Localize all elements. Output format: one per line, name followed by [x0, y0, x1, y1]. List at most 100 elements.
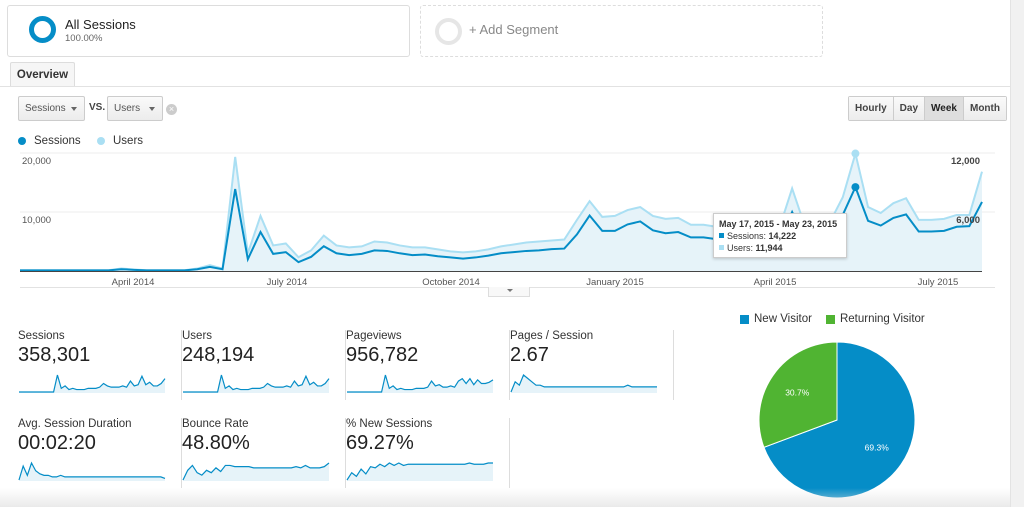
segment-all-sessions[interactable]: All Sessions 100.00% — [7, 5, 410, 57]
sparkline-line — [346, 462, 493, 481]
sparkline-area — [183, 375, 329, 393]
segment-percent: 100.00% — [65, 33, 103, 44]
metric--new-sessions[interactable]: % New Sessions 69.27% — [346, 418, 510, 488]
x-axis-tick: July 2014 — [267, 277, 308, 288]
chevron-down-icon — [71, 107, 77, 111]
caret-down-icon — [507, 289, 513, 292]
right-axis-tick: 12,000 — [951, 156, 980, 167]
legend-users-label: Users — [113, 135, 144, 147]
right-axis-tick: 6,000 — [956, 215, 980, 226]
legend-sessions[interactable]: Sessions — [18, 135, 81, 147]
x-axis-tick: April 2015 — [754, 277, 797, 288]
metric-avg-session-duration[interactable]: Avg. Session Duration 00:02:20 — [18, 418, 182, 488]
sparkline-area — [511, 375, 657, 393]
month-button[interactable]: Month — [963, 97, 1006, 120]
vs-label: VS. — [89, 102, 106, 113]
metric-label: % New Sessions — [346, 418, 433, 430]
sessions-square-icon — [719, 233, 724, 238]
collapse-chart-toggle[interactable] — [488, 287, 530, 297]
metric-label: Pages / Session — [510, 330, 594, 342]
users-square-icon — [719, 245, 724, 250]
legend-returning-visitor: Returning Visitor — [839, 313, 925, 325]
metric-value: 2.67 — [510, 344, 549, 366]
pie-slice-label: 69.3% — [865, 443, 890, 453]
sparkline — [183, 374, 330, 393]
sparkline-area — [347, 375, 493, 393]
metric-label: Sessions — [18, 330, 65, 342]
users-dot-icon — [97, 137, 105, 145]
sparkline-line — [182, 462, 330, 481]
scrollbar[interactable] — [1010, 0, 1024, 507]
sparkline-line — [19, 374, 166, 393]
metric-value: 358,301 — [18, 344, 91, 366]
day-button[interactable]: Day — [893, 97, 926, 120]
empty-segment-ring-icon — [435, 18, 462, 45]
pie-slice-label: 30.7% — [785, 387, 810, 397]
segment-ring-icon — [29, 16, 56, 43]
sparkline-area — [19, 463, 165, 481]
metric2-value: Users — [114, 103, 141, 114]
sparkline-area — [347, 463, 493, 481]
sparkline-line — [18, 461, 166, 481]
tooltip-sessions-label: Sessions: — [727, 231, 767, 241]
pie-slice-new-visitor[interactable] — [763, 341, 916, 499]
new-visitor-square-icon — [740, 314, 749, 324]
tooltip-sessions-value: 14,222 — [768, 231, 797, 241]
metric-label: Users — [182, 330, 213, 342]
sparkline — [510, 374, 657, 393]
remove-comparison-icon[interactable]: × — [166, 104, 177, 115]
chart-tooltip: May 17, 2015 - May 23, 2015 Sessions: 14… — [713, 213, 847, 258]
sparkline-line — [347, 374, 494, 393]
tooltip-users-value: 11,944 — [755, 243, 783, 253]
sparkline — [19, 374, 166, 393]
metric2-select[interactable]: Users — [107, 96, 163, 121]
metric-label: Pageviews — [346, 330, 402, 342]
add-segment-button[interactable]: + Add Segment — [420, 5, 823, 57]
tab-overview[interactable]: Overview — [10, 62, 75, 87]
sessions-dot-icon — [18, 137, 26, 145]
chevron-down-icon — [149, 107, 155, 111]
metric-pageviews[interactable]: Pageviews 956,782 — [346, 330, 510, 400]
returning-visitor-square-icon — [825, 314, 835, 324]
sparkline — [182, 462, 330, 481]
legend-users[interactable]: Users — [97, 135, 143, 147]
metric-sessions[interactable]: Sessions 358,301 — [18, 330, 182, 400]
left-axis-tick: 10,000 — [22, 215, 51, 226]
metric1-select[interactable]: Sessions — [18, 96, 85, 121]
sparkline — [18, 461, 166, 481]
metric1-value: Sessions — [25, 103, 66, 114]
users-highlight-point[interactable] — [851, 149, 860, 158]
tab-divider — [0, 86, 1010, 87]
pie-legend: New Visitor Returning Visitor — [740, 313, 925, 325]
bottom-fade — [0, 488, 1010, 507]
x-axis-tick: April 2014 — [112, 277, 155, 288]
sparkline-area — [19, 375, 165, 393]
segment-name: All Sessions — [65, 17, 136, 32]
add-segment-label: + Add Segment — [469, 22, 559, 37]
sparkline-line — [183, 374, 330, 393]
tooltip-title: May 17, 2015 - May 23, 2015 — [719, 219, 838, 229]
metric-value: 248,194 — [182, 344, 255, 366]
pie-chart: 69.3% 30.7% — [758, 341, 916, 499]
granularity-toggle: Hourly Day Week Month — [848, 96, 1007, 121]
sparkline-area — [183, 463, 329, 481]
x-axis-tick: July 2015 — [918, 277, 959, 288]
line-chart[interactable]: 20,000 10,000 12,000 6,000 April 2014 July 20… — [0, 145, 1010, 290]
metric-bounce-rate[interactable]: Bounce Rate 48.80% — [182, 418, 346, 488]
sparkline-line — [510, 374, 657, 393]
hourly-button[interactable]: Hourly — [849, 97, 894, 120]
week-button[interactable]: Week — [925, 97, 964, 120]
legend-new-visitor: New Visitor — [754, 313, 812, 325]
left-axis-tick: 20,000 — [22, 156, 51, 167]
metric-pages-session[interactable]: Pages / Session 2.67 — [510, 330, 674, 400]
metric-value: 956,782 — [346, 344, 419, 366]
tooltip-users-label: Users: — [727, 243, 754, 253]
pie-slice-returning-visitor[interactable] — [758, 341, 838, 448]
sparkline — [347, 374, 494, 393]
sparkline — [346, 462, 493, 481]
metric-label: Avg. Session Duration — [18, 418, 132, 430]
sessions-highlight-point[interactable] — [851, 183, 860, 192]
metric-users[interactable]: Users 248,194 — [182, 330, 346, 400]
legend-sessions-label: Sessions — [34, 135, 81, 147]
x-axis-tick: October 2014 — [422, 277, 480, 288]
